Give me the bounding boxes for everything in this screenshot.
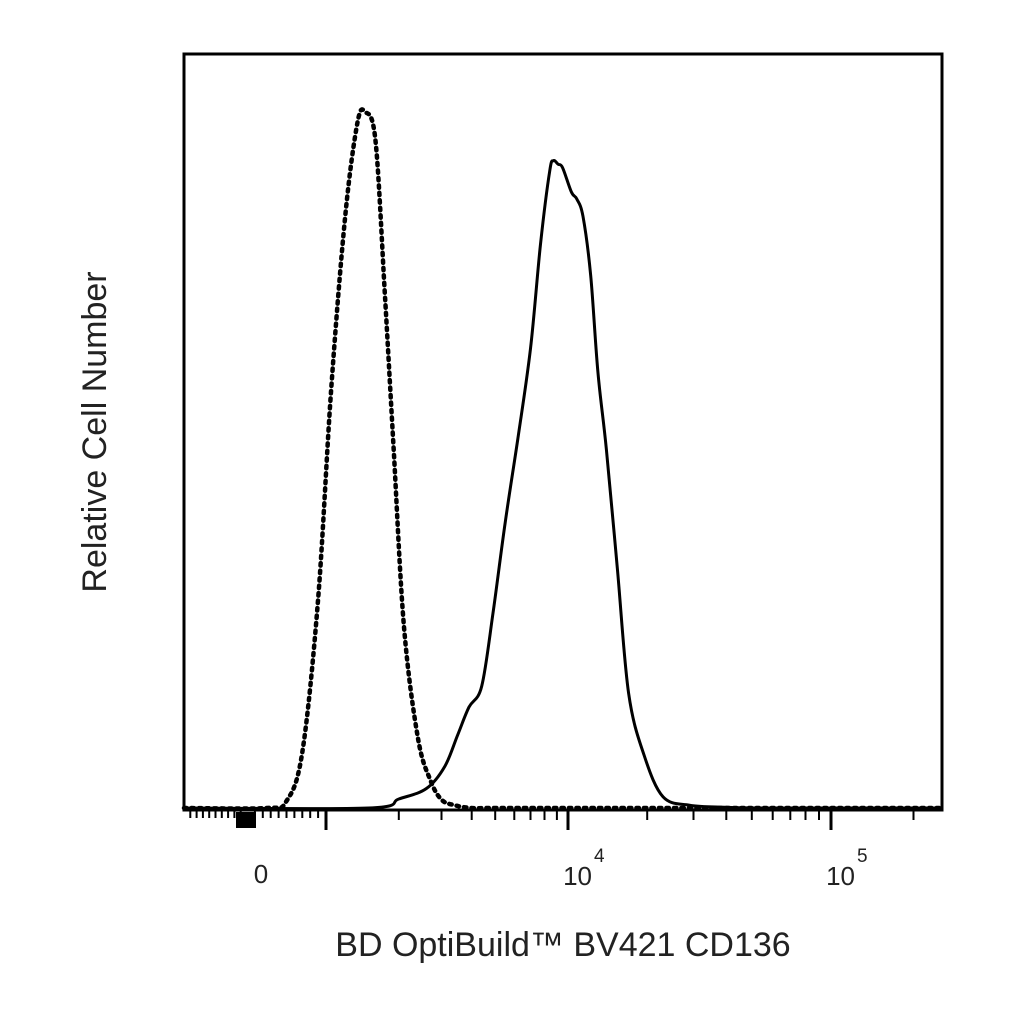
tick-label: 0 <box>254 859 268 889</box>
cd136-stained-curve <box>183 159 941 811</box>
isotype-control-curve <box>181 107 943 811</box>
y-axis-title: Relative Cell Number <box>76 271 114 592</box>
zero-marker <box>236 812 256 828</box>
tick-label: 10 <box>826 861 855 891</box>
x-axis-major-ticks <box>324 810 833 830</box>
tick-label-exponent: 5 <box>857 846 868 867</box>
tick-label: 10 <box>563 861 592 891</box>
x-axis-title: BD OptiBuild™ BV421 CD136 <box>335 926 790 964</box>
tick-label-exponent: 4 <box>594 846 605 867</box>
